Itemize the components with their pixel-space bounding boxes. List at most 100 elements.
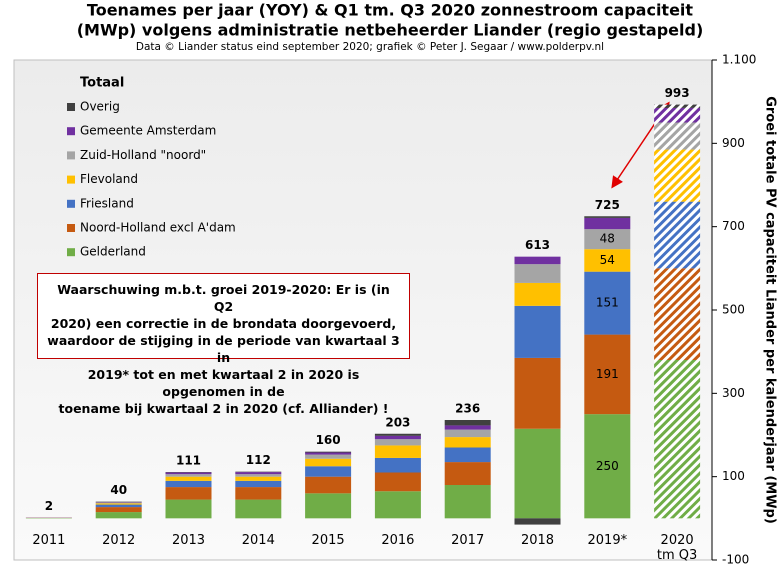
bar-segment	[584, 229, 631, 250]
legend-label: Zuid-Holland "noord"	[80, 148, 206, 162]
bar-segment	[165, 487, 212, 500]
bar-segment	[165, 476, 212, 481]
bar-segment	[654, 122, 701, 150]
bar-segment	[374, 491, 421, 519]
bar-segment	[95, 503, 142, 505]
bar-segment	[584, 216, 631, 218]
bar-segment	[444, 437, 491, 448]
y-tick-label: 300	[722, 386, 745, 400]
data-label: 48	[600, 232, 615, 246]
bar-segment	[514, 282, 561, 306]
bar-segment	[514, 305, 561, 358]
bar-segment	[514, 264, 561, 283]
bar-segment	[165, 499, 212, 519]
bar-segment	[305, 476, 352, 494]
y-tick-label: 500	[722, 303, 745, 317]
total-label: 112	[246, 453, 271, 467]
bar-segment	[165, 474, 212, 477]
y-tick-label: 1.100	[722, 53, 756, 67]
total-label: 203	[385, 415, 410, 429]
bar-segment	[95, 512, 142, 519]
bar-segment	[374, 445, 421, 458]
bar-segment	[584, 334, 631, 415]
bar-segment	[654, 201, 701, 269]
bar-segment	[235, 474, 282, 477]
annotation-line: waardoor de stijging in de periode van k…	[47, 333, 400, 365]
annotation-line: Waarschuwing m.b.t. groei 2019-2020: Er …	[57, 282, 390, 314]
data-label: 250	[596, 459, 619, 473]
bar-segment	[95, 507, 142, 513]
bar-segment	[514, 256, 561, 265]
legend-label: Overig	[80, 100, 120, 114]
bar-segment	[305, 454, 352, 459]
legend-swatch	[67, 248, 75, 257]
bar-segment	[305, 493, 352, 519]
bar-segment	[444, 420, 491, 426]
y-tick-label: 900	[722, 136, 745, 150]
bar-segment	[95, 504, 142, 508]
legend-title: Totaal	[80, 76, 124, 91]
bar-segment	[444, 485, 491, 519]
total-label: 725	[595, 198, 620, 212]
bar-segment	[514, 357, 561, 429]
x-tick-label: 2014	[241, 533, 275, 548]
bar-segment	[514, 428, 561, 519]
chart-title: (MWp) volgens administratie netbeheerder…	[77, 21, 704, 40]
legend-swatch	[67, 224, 75, 232]
x-tick-label: 2019*	[587, 533, 628, 548]
bar-segment	[584, 414, 631, 519]
data-label: 54	[600, 253, 615, 267]
x-tick-label: 2012	[102, 533, 136, 548]
legend-swatch	[67, 151, 75, 160]
x-tick-label: 2017	[451, 533, 485, 548]
legend-swatch	[67, 127, 75, 136]
total-label: 236	[455, 402, 480, 416]
bar-segment	[235, 499, 282, 519]
y-axis-label: Groei totale PV capaciteit Liander per k…	[763, 96, 778, 524]
bar-segment	[654, 360, 701, 519]
x-tick-label: 2018	[520, 533, 555, 548]
annotation-line: 2019* tot en met kwartaal 2 in 2020 is o…	[87, 367, 360, 399]
legend-label: Noord-Holland excl A'dam	[80, 221, 236, 235]
legend-label: Gemeente Amsterdam	[80, 124, 216, 138]
bar-segment	[165, 480, 212, 488]
bar-segment	[235, 472, 282, 475]
total-label: 993	[665, 86, 690, 100]
legend-label: Flevoland	[80, 172, 138, 186]
x-tick-label: 2020 tm Q3	[656, 533, 698, 563]
bar-segment	[444, 447, 491, 463]
bar-segment	[374, 435, 421, 440]
bar-segment	[305, 452, 352, 455]
total-label: 40	[110, 483, 127, 497]
total-label: 111	[176, 454, 201, 468]
bar-segment	[374, 457, 421, 473]
bar-segment	[584, 271, 631, 335]
bar-segment	[654, 149, 701, 202]
bar-segment	[444, 462, 491, 485]
bar-segment	[374, 433, 421, 436]
bar-segment	[654, 104, 701, 108]
x-tick-label: 2011	[32, 533, 66, 548]
bar-segment	[305, 451, 352, 453]
bar-segment	[584, 217, 631, 230]
bar-segment	[444, 429, 491, 438]
total-label: 160	[316, 433, 341, 447]
legend-label: Gelderland	[80, 245, 146, 259]
bar-segment	[654, 107, 701, 123]
bar-segment	[514, 518, 561, 525]
total-label: 2	[45, 499, 53, 513]
legend-swatch	[67, 199, 75, 208]
bar-segment	[654, 268, 701, 360]
bar-segment	[444, 425, 491, 430]
bar-segment	[305, 466, 352, 477]
x-tick-label: 2013	[171, 533, 206, 548]
chart-title: Toenames per jaar (YOY) & Q1 tm. Q3 2020…	[87, 1, 693, 20]
chart-subtitle: Data © Liander status eind september 202…	[136, 41, 604, 53]
data-label: 151	[596, 296, 619, 310]
annotation: Waarschuwing m.b.t. groei 2019-2020: Er …	[37, 273, 410, 416]
y-tick-label: -100	[722, 553, 749, 567]
data-label: 191	[596, 367, 619, 381]
bar-segment	[374, 472, 421, 492]
